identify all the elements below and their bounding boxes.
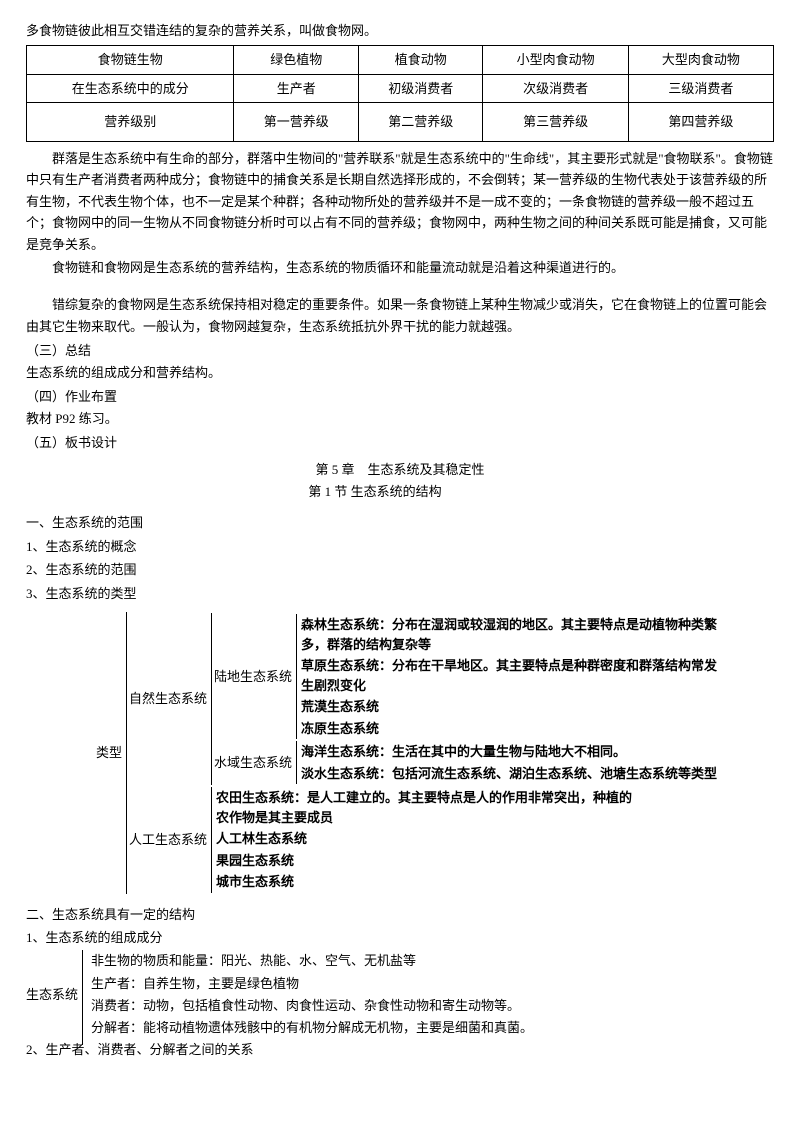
heading-2: 二、生态系统具有一定的结构 — [26, 904, 774, 925]
table-cell: 小型肉食动物 — [483, 46, 628, 74]
nutrition-table: 食物链生物 绿色植物 植食动物 小型肉食动物 大型肉食动物 在生态系统中的成分 … — [26, 45, 774, 141]
tree-leaf: 海洋生态系统：生活在其中的大量生物与陆地大不相同。 — [301, 741, 717, 763]
tree-leaf: 果园生态系统 — [216, 850, 636, 872]
ecosystem-label: 生态系统 — [26, 984, 82, 1005]
section-5-label: （五）板书设计 — [26, 432, 774, 453]
table-cell: 第三营养级 — [483, 103, 628, 141]
intro-text: 多食物链彼此相互交错连结的复杂的营养关系，叫做食物网。 — [26, 20, 774, 41]
table-cell: 第二营养级 — [358, 103, 483, 141]
component-line: 消费者：动物，包括植食性动物、肉食性运动、杂食性动物和寄生动物等。 — [91, 995, 533, 1017]
component-line: 非生物的物质和能量：阳光、热能、水、空气、无机盐等 — [91, 950, 533, 972]
tree-land: 陆地生态系统 — [214, 666, 294, 687]
tree-leaf: 城市生态系统 — [216, 871, 636, 893]
heading-1-1: 1、生态系统的概念 — [26, 536, 774, 557]
heading-2-1: 1、生态系统的组成成分 — [26, 927, 774, 948]
table-cell: 初级消费者 — [358, 74, 483, 102]
section-3-label: （三）总结 — [26, 340, 774, 361]
paragraph-3: 错综复杂的食物网是生态系统保持相对稳定的重要条件。如果一条食物链上某种生物减少或… — [26, 294, 774, 337]
section-3-text: 生态系统的组成成分和营养结构。 — [26, 362, 774, 383]
table-cell: 第一营养级 — [234, 103, 359, 141]
table-cell: 食物链生物 — [27, 46, 234, 74]
paragraph-1: 群落是生态系统中有生命的部分，群落中生物间的"营养联系"就是生态系统中的"生命线… — [26, 148, 774, 255]
tree-leaf: 淡水生态系统：包括河流生态系统、湖泊生态系统、池塘生态系统等类型 — [301, 763, 717, 785]
table-cell: 三级消费者 — [628, 74, 773, 102]
table-cell: 绿色植物 — [234, 46, 359, 74]
tree-natural: 自然生态系统 — [129, 688, 209, 709]
table-cell: 营养级别 — [27, 103, 234, 141]
tree-leaf: 草原生态系统：分布在干旱地区。其主要特点是种群密度和群落结构常发生剧烈变化 — [301, 655, 721, 696]
ecosystem-components: 生态系统 非生物的物质和能量：阳光、热能、水、空气、无机盐等 生产者：自养生物，… — [26, 950, 774, 1038]
ecosystem-type-tree: 类型 自然生态系统 陆地生态系统 森林生态系统：分布在湿润或较湿润的地区。其主要… — [26, 612, 774, 894]
tree-root: 类型 — [36, 742, 124, 763]
tree-leaf: 冻原生态系统 — [301, 718, 721, 740]
table-row: 食物链生物 绿色植物 植食动物 小型肉食动物 大型肉食动物 — [27, 46, 774, 74]
table-cell: 在生态系统中的成分 — [27, 74, 234, 102]
tree-leaf: 森林生态系统：分布在湿润或较湿润的地区。其主要特点是动植物种类繁多，群落的结构复… — [301, 614, 721, 655]
paragraph-2: 食物链和食物网是生态系统的营养结构，生态系统的物质循环和能量流动就是沿着这种渠道… — [26, 257, 774, 278]
table-cell: 植食动物 — [358, 46, 483, 74]
table-row: 在生态系统中的成分 生产者 初级消费者 次级消费者 三级消费者 — [27, 74, 774, 102]
section-4-label: （四）作业布置 — [26, 386, 774, 407]
heading-1: 一、生态系统的范围 — [26, 512, 774, 533]
tree-water: 水域生态系统 — [214, 752, 294, 773]
tree-leaf: 人工林生态系统 — [216, 828, 636, 850]
section-4-text: 教材 P92 练习。 — [26, 408, 774, 429]
chapter-title: 第 5 章 生态系统及其稳定性 — [26, 459, 774, 480]
heading-1-3: 3、生态系统的类型 — [26, 583, 774, 604]
table-cell: 次级消费者 — [483, 74, 628, 102]
component-line: 生产者：自养生物，主要是绿色植物 — [91, 973, 533, 995]
table-cell: 大型肉食动物 — [628, 46, 773, 74]
table-row: 营养级别 第一营养级 第二营养级 第三营养级 第四营养级 — [27, 103, 774, 141]
table-cell: 生产者 — [234, 74, 359, 102]
tree-leaf: 农田生态系统：是人工建立的。其主要特点是人的作用非常突出，种植的农作物是其主要成… — [216, 787, 636, 828]
tree-artificial: 人工生态系统 — [129, 829, 209, 850]
table-cell: 第四营养级 — [628, 103, 773, 141]
heading-2-2: 2、生产者、消费者、分解者之间的关系 — [26, 1039, 774, 1060]
section-title: 第 1 节 生态系统的结构 — [26, 481, 774, 502]
component-line: 分解者：能将动植物遗体残骸中的有机物分解成无机物，主要是细菌和真菌。 — [91, 1017, 533, 1039]
tree-leaf: 荒漠生态系统 — [301, 696, 721, 718]
heading-1-2: 2、生态系统的范围 — [26, 559, 774, 580]
